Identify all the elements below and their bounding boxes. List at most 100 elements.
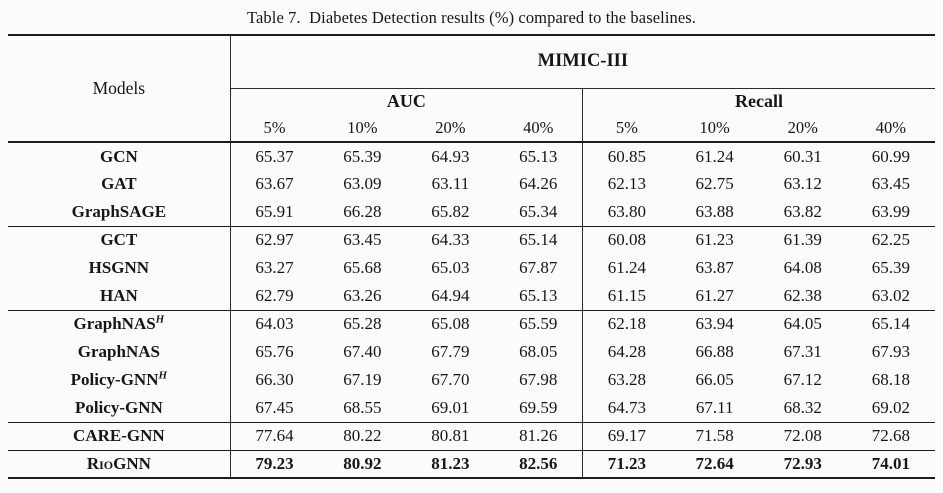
auc-header: AUC bbox=[386, 91, 426, 112]
metric-value: 63.87 bbox=[695, 258, 734, 277]
metric-value: 68.05 bbox=[519, 342, 558, 361]
table-row: CARE-GNN 77.64 80.22 80.81 81.26 69.17 7… bbox=[8, 422, 935, 451]
metric-value: 72.08 bbox=[758, 422, 847, 451]
metric-value: 81.23 bbox=[431, 453, 470, 473]
metric-value: 66.05 bbox=[695, 370, 734, 389]
metric-value: 64.08 bbox=[783, 258, 822, 277]
metric-value: 65.39 bbox=[871, 258, 910, 277]
metric-value: 61.15 bbox=[582, 282, 671, 311]
metric-value: 60.99 bbox=[871, 146, 910, 166]
metric-value: 63.45 bbox=[871, 174, 910, 193]
metric-value: 63.26 bbox=[318, 282, 407, 311]
metric-value: 67.31 bbox=[783, 342, 822, 361]
metric-value: 71.23 bbox=[582, 450, 671, 478]
metric-value: 65.68 bbox=[343, 258, 382, 277]
model-name: RioGNN bbox=[8, 450, 231, 478]
metric-value: 68.32 bbox=[758, 394, 847, 423]
percent-header: 5% bbox=[230, 115, 319, 143]
header-row-percents: 5% 10% 20% 40% 5% 10% 20% 40% bbox=[8, 115, 935, 143]
table-row: Policy-GNN 67.45 68.55 69.01 69.59 64.73… bbox=[8, 394, 935, 423]
metric-value: 72.68 bbox=[846, 422, 935, 451]
metric-value: 74.01 bbox=[871, 453, 910, 473]
metric-value: 68.18 bbox=[871, 370, 910, 389]
table-row: Policy-GNNH 66.30 67.19 67.70 67.98 63.2… bbox=[8, 366, 935, 394]
metric-value: 60.31 bbox=[783, 146, 822, 166]
metric-value: 62.25 bbox=[871, 230, 910, 250]
metric-value: 65.03 bbox=[431, 258, 470, 277]
model-name: Policy-GNN bbox=[8, 394, 231, 423]
metric-value: 64.33 bbox=[431, 230, 470, 250]
table-row: RioGNN 79.23 80.92 81.23 82.56 71.23 72.… bbox=[8, 450, 935, 478]
metric-value: 62.18 bbox=[582, 310, 671, 338]
metric-value: 79.23 bbox=[255, 453, 294, 473]
metric-value: 65.37 bbox=[255, 146, 294, 166]
metric-value: 63.28 bbox=[582, 366, 671, 394]
metric-value: 61.24 bbox=[582, 254, 671, 282]
table-row: GCT 62.97 63.45 64.33 65.14 60.08 61.23 … bbox=[8, 226, 935, 254]
metric-value: 66.28 bbox=[318, 198, 407, 227]
header-row-metrics: AUC Recall bbox=[8, 88, 935, 115]
metric-value: 80.22 bbox=[318, 422, 407, 451]
metric-value: 65.28 bbox=[343, 314, 382, 334]
table-row: GAT 63.67 63.09 63.11 64.26 62.13 62.75 … bbox=[8, 170, 935, 198]
metric-value: 67.87 bbox=[519, 258, 558, 277]
metric-value: 65.14 bbox=[519, 230, 558, 250]
percent-header: 40% bbox=[846, 115, 935, 143]
metric-value: 81.26 bbox=[494, 422, 583, 451]
metric-value: 67.93 bbox=[871, 342, 910, 361]
metric-value: 67.11 bbox=[670, 394, 759, 423]
metric-value: 67.12 bbox=[783, 370, 822, 389]
metric-value: 65.91 bbox=[230, 198, 319, 227]
metric-value: 63.80 bbox=[582, 198, 671, 227]
metric-value: 65.59 bbox=[519, 314, 558, 334]
metric-value: 62.75 bbox=[695, 174, 734, 193]
recall-header: Recall bbox=[582, 88, 935, 115]
metric-value: 61.24 bbox=[695, 146, 734, 166]
model-name: GraphNAS bbox=[8, 338, 231, 366]
model-name: GCN bbox=[8, 142, 231, 170]
percent-header: 20% bbox=[406, 115, 495, 143]
metric-value: 66.88 bbox=[695, 342, 734, 361]
metric-value: 63.67 bbox=[255, 174, 294, 193]
metric-value: 67.79 bbox=[431, 342, 470, 361]
metric-value: 64.28 bbox=[582, 338, 671, 366]
metric-value: 63.02 bbox=[846, 282, 935, 311]
dataset-header: MIMIC-III bbox=[230, 35, 935, 89]
metric-value: 69.17 bbox=[582, 422, 671, 451]
metric-value: 67.45 bbox=[230, 394, 319, 423]
model-name: GCT bbox=[8, 226, 231, 254]
metric-value: 64.03 bbox=[255, 314, 294, 334]
percent-header: 40% bbox=[494, 115, 583, 143]
metric-value: 67.70 bbox=[431, 370, 470, 389]
percent-header: 20% bbox=[758, 115, 847, 143]
table-row: GraphNASH 64.03 65.28 65.08 65.59 62.18 … bbox=[8, 310, 935, 338]
metric-value: 65.82 bbox=[406, 198, 495, 227]
metric-value: 62.13 bbox=[582, 170, 671, 198]
metric-value: 80.81 bbox=[406, 422, 495, 451]
model-name: HSGNN bbox=[8, 254, 231, 282]
metric-value: 65.13 bbox=[519, 146, 558, 166]
metric-value: 65.76 bbox=[255, 342, 294, 361]
metric-value: 61.39 bbox=[783, 230, 822, 250]
model-name: GraphSAGE bbox=[8, 198, 231, 227]
metric-value: 65.13 bbox=[494, 282, 583, 311]
metric-value: 63.09 bbox=[343, 174, 382, 193]
model-name: HAN bbox=[8, 282, 231, 311]
table-caption: Table 7. Diabetes Detection results (%) … bbox=[246, 8, 697, 27]
metric-value: 80.92 bbox=[343, 453, 382, 473]
metric-value: 64.73 bbox=[582, 394, 671, 423]
metric-value: 62.97 bbox=[255, 230, 294, 250]
table-row: GraphSAGE 65.91 66.28 65.82 65.34 63.80 … bbox=[8, 198, 935, 227]
metric-value: 65.39 bbox=[343, 146, 382, 166]
table-row: GraphNAS 65.76 67.40 67.79 68.05 64.28 6… bbox=[8, 338, 935, 366]
header-row-dataset: Models MIMIC-III bbox=[8, 35, 935, 143]
metric-value: 61.27 bbox=[670, 282, 759, 311]
metric-value: 62.38 bbox=[758, 282, 847, 311]
metric-value: 69.59 bbox=[494, 394, 583, 423]
metric-value: 64.93 bbox=[431, 146, 470, 166]
metric-value: 60.85 bbox=[582, 142, 671, 170]
metric-value: 62.79 bbox=[230, 282, 319, 311]
metric-value: 63.12 bbox=[783, 174, 822, 193]
metric-value: 63.45 bbox=[343, 230, 382, 250]
